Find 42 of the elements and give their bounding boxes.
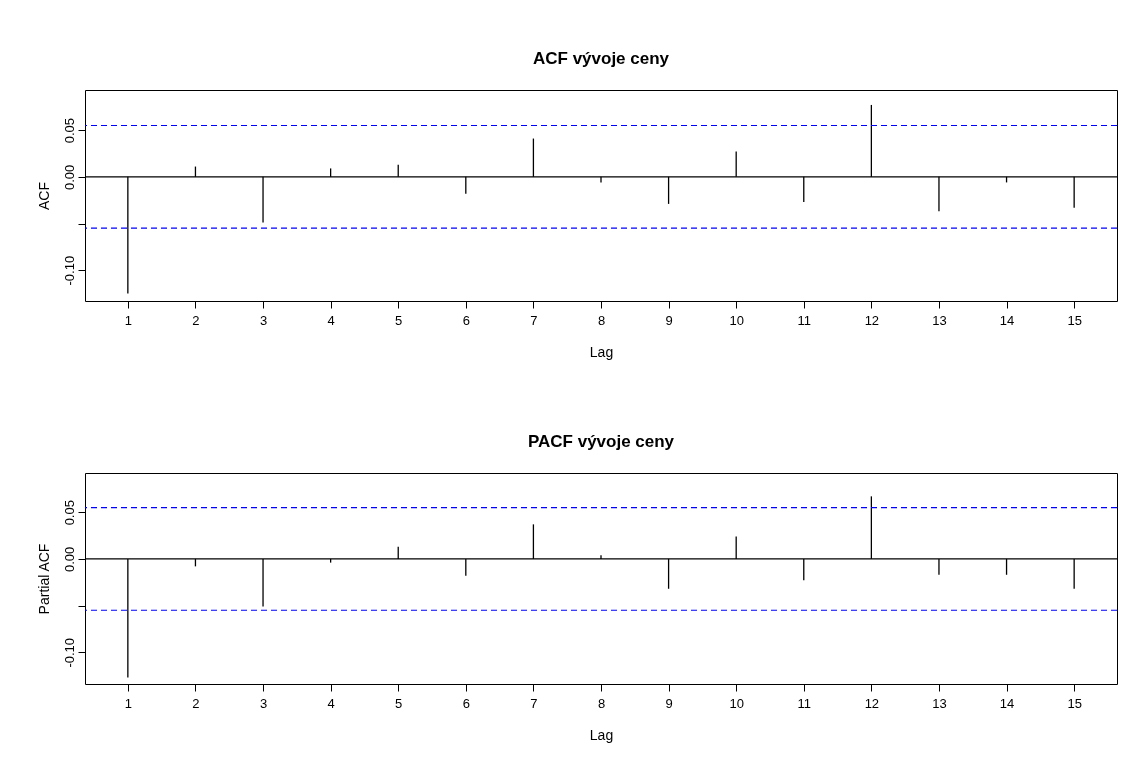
y-axis-title: ACF bbox=[35, 182, 52, 210]
y-tick-label: 0.05 bbox=[61, 117, 77, 144]
x-tick-label: 3 bbox=[259, 312, 268, 328]
x-tick-label: 2 bbox=[192, 695, 200, 711]
x-tick-label: 5 bbox=[395, 312, 403, 328]
chart-title: ACF vývoje ceny bbox=[532, 49, 670, 68]
y-tick-label: -0.10 bbox=[61, 255, 77, 286]
x-tick-label: 14 bbox=[999, 312, 1015, 328]
x-tick-label: 3 bbox=[259, 695, 268, 711]
x-axis-title: Lag bbox=[589, 343, 614, 360]
x-tick-label: 6 bbox=[462, 695, 470, 711]
x-tick-label: 6 bbox=[462, 312, 470, 328]
y-tick-label: -0.10 bbox=[61, 637, 77, 668]
x-tick-label: 9 bbox=[665, 695, 673, 711]
x-tick-label: 11 bbox=[797, 695, 812, 711]
x-tick-label: 11 bbox=[797, 312, 812, 328]
chart-title: PACF vývoje ceny bbox=[527, 432, 675, 451]
x-tick-label: 9 bbox=[665, 312, 673, 328]
y-tick-label: 0.00 bbox=[61, 546, 77, 573]
x-tick-label: 14 bbox=[999, 695, 1015, 711]
x-tick-label: 8 bbox=[597, 695, 606, 711]
y-tick-label: 0.00 bbox=[61, 164, 77, 190]
x-tick-label: 13 bbox=[932, 695, 947, 711]
y-tick-label: 0.05 bbox=[61, 500, 77, 526]
x-tick-label: 8 bbox=[597, 312, 606, 328]
x-tick-label: 15 bbox=[1067, 312, 1082, 328]
x-tick-label: 7 bbox=[530, 695, 538, 711]
x-tick-label: 5 bbox=[395, 695, 403, 711]
x-tick-label: 7 bbox=[530, 312, 538, 328]
x-axis-title: Lag bbox=[589, 726, 614, 743]
x-tick-label: 1 bbox=[124, 312, 132, 328]
x-tick-label: 12 bbox=[864, 312, 880, 328]
x-tick-label: 4 bbox=[327, 312, 335, 328]
x-tick-label: 10 bbox=[729, 312, 744, 328]
x-tick-label: 12 bbox=[864, 695, 880, 711]
x-tick-label: 15 bbox=[1067, 695, 1082, 711]
x-tick-label: 10 bbox=[729, 695, 744, 711]
x-tick-label: 4 bbox=[327, 695, 335, 711]
x-tick-label: 2 bbox=[192, 312, 200, 328]
x-tick-label: 13 bbox=[932, 312, 947, 328]
x-tick-label: 1 bbox=[124, 695, 132, 711]
y-axis-title: Partial ACF bbox=[35, 543, 52, 615]
